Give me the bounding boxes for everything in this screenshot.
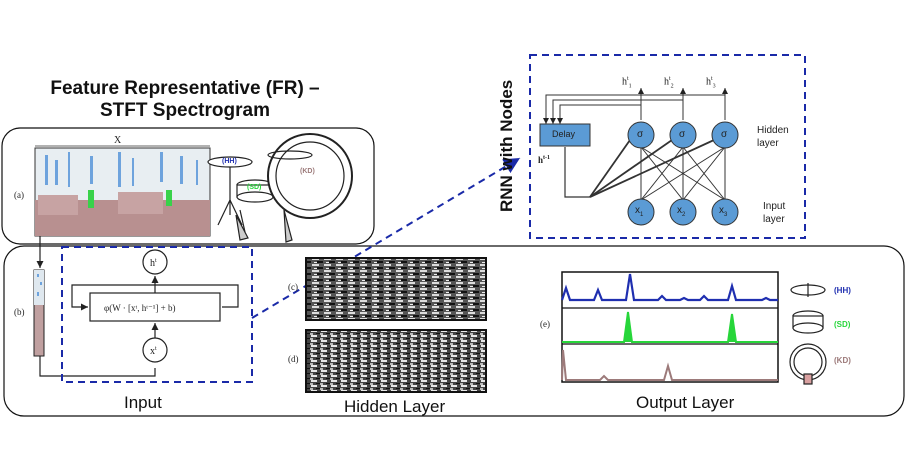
c-label: (c)	[288, 282, 298, 292]
delay-label: Delay	[552, 129, 576, 139]
rnn-cell	[71, 249, 239, 363]
rnn-network	[543, 88, 728, 201]
input-1-label: x1	[635, 205, 644, 218]
top-kd-label: (KD)	[300, 168, 315, 175]
hidden-node-3-label: σ	[721, 129, 728, 140]
hidden-activation-c	[305, 257, 487, 321]
drum-kit-icon	[207, 133, 353, 243]
kd-icon	[789, 343, 827, 385]
input-3-label: x3	[719, 205, 728, 218]
spectrogram-image	[34, 145, 211, 237]
legend-hh: (HH)	[834, 286, 851, 295]
zoom-arrow	[251, 157, 521, 319]
output-3-label: ht3	[706, 76, 716, 90]
fr-title: Feature Representative (FR) – STFT Spect…	[30, 78, 340, 122]
hidden-node-1-label: σ	[637, 129, 644, 140]
output-section-label: Output Layer	[636, 393, 735, 412]
top-sd-label: (SD)	[247, 184, 262, 191]
output-1-label: ht1	[622, 76, 632, 90]
cell-formula: φ(W · [xᵗ, hᵗ⁻¹] + b)	[104, 303, 175, 313]
spectrogram-slice	[33, 269, 45, 357]
sd-icon	[792, 310, 824, 334]
hidden-layer-label: Hidden layer	[757, 125, 789, 149]
delay-block	[539, 123, 591, 147]
hh-activation-line	[560, 273, 778, 302]
input-section-label: Input	[124, 393, 162, 412]
sd-activation-line	[562, 311, 778, 343]
fr-title-line2: STFT Spectrogram	[100, 100, 270, 121]
hidden-nodes	[627, 121, 739, 149]
input-2-label: x2	[677, 205, 686, 218]
e-label: (e)	[540, 319, 550, 329]
h-prev-label: ht-1	[538, 155, 551, 165]
x-label: X	[114, 135, 122, 146]
kd-activation-line	[561, 349, 778, 381]
hidden-activation-d	[305, 329, 487, 393]
x-node-text: xt	[150, 346, 157, 357]
b-label: (b)	[14, 307, 25, 317]
rnn-vertical-title: RNN with Nodes	[497, 79, 516, 212]
input-nodes	[627, 198, 739, 226]
hh-icon	[790, 283, 826, 297]
fr-title-line1: Feature Representative (FR) –	[50, 78, 320, 99]
rnn-nodes-box	[529, 54, 806, 239]
hidden-section-label: Hidden Layer	[344, 397, 446, 416]
legend-kd: (KD)	[834, 356, 851, 365]
h-node-text: ht	[150, 258, 157, 269]
a-label: (a)	[14, 190, 24, 200]
d-label: (d)	[288, 354, 299, 364]
legend-sd: (SD)	[834, 320, 851, 329]
output-plot	[560, 271, 779, 383]
hidden-node-2-label: σ	[679, 129, 686, 140]
bottom-panel	[3, 245, 905, 417]
rnn-cell-box	[61, 246, 253, 383]
input-layer-label: Input layer	[763, 201, 786, 225]
output-2-label: ht2	[664, 76, 674, 90]
top-panel	[1, 127, 375, 245]
top-hh-label: (HH)	[222, 158, 237, 165]
